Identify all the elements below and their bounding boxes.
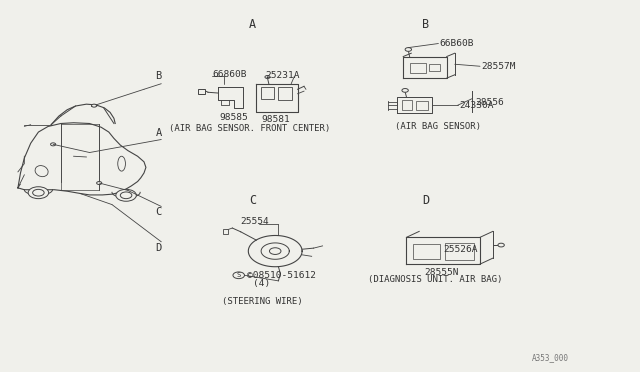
Text: (DIAGNOSIS UNIT. AIR BAG): (DIAGNOSIS UNIT. AIR BAG) (368, 275, 502, 284)
Circle shape (233, 272, 244, 279)
Text: A: A (156, 128, 162, 138)
Text: 98585: 98585 (219, 113, 248, 122)
Bar (402, 100, 412, 110)
Text: D: D (422, 195, 429, 207)
Text: 66B60B: 66B60B (440, 39, 474, 48)
Text: 98581: 98581 (261, 115, 290, 124)
Text: A: A (249, 18, 257, 31)
Text: S: S (237, 272, 241, 278)
Text: 66860B: 66860B (212, 70, 247, 79)
Text: C: C (249, 195, 257, 207)
Text: A353_000: A353_000 (532, 353, 569, 362)
Text: 25526A: 25526A (444, 246, 478, 254)
Bar (416, 101, 428, 110)
Text: (4): (4) (253, 279, 270, 288)
Text: 25554: 25554 (240, 217, 269, 226)
Text: B: B (422, 18, 429, 31)
Bar (429, 64, 440, 71)
Bar (410, 63, 426, 73)
Bar (223, 229, 228, 234)
Circle shape (269, 248, 281, 254)
Text: 28556: 28556 (475, 98, 504, 107)
Bar (278, 87, 292, 100)
Circle shape (405, 48, 412, 51)
Circle shape (116, 189, 136, 201)
Bar (445, 243, 474, 260)
Circle shape (498, 243, 504, 247)
Circle shape (51, 143, 56, 146)
Circle shape (402, 89, 408, 92)
Bar (261, 87, 274, 99)
Text: (STEERING WIRE): (STEERING WIRE) (222, 297, 303, 306)
Text: 25231A: 25231A (266, 71, 300, 80)
Circle shape (33, 189, 44, 196)
Text: C: C (156, 207, 162, 217)
Circle shape (28, 187, 49, 199)
Text: 28557M: 28557M (481, 62, 516, 71)
Text: (AIR BAG SENSOR): (AIR BAG SENSOR) (396, 122, 481, 131)
Text: 28555N: 28555N (424, 268, 459, 277)
Text: D: D (156, 243, 162, 253)
Text: 24330A: 24330A (459, 101, 493, 110)
Circle shape (97, 182, 102, 185)
Bar (198, 89, 205, 94)
Circle shape (265, 76, 270, 78)
Bar (413, 244, 440, 259)
Text: B: B (156, 71, 162, 81)
Circle shape (120, 192, 132, 199)
Text: ©08510-51612: ©08510-51612 (247, 271, 316, 280)
Text: (AIR BAG SENSOR. FRONT CENTER): (AIR BAG SENSOR. FRONT CENTER) (169, 124, 330, 133)
Circle shape (92, 104, 97, 107)
